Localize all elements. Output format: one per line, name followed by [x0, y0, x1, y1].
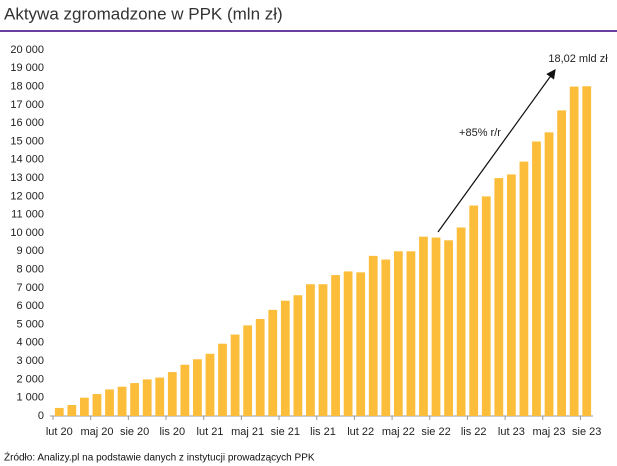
- y-tick-label: 15 000: [10, 135, 44, 147]
- bar: [54, 407, 64, 416]
- y-tick-label: 7 000: [16, 282, 44, 294]
- y-tick-label: 14 000: [10, 154, 44, 166]
- bar: [268, 309, 278, 416]
- x-tick-label: lut 21: [197, 426, 224, 438]
- bar: [80, 397, 89, 416]
- bar: [193, 359, 202, 416]
- x-tick-label: lut 23: [498, 426, 525, 438]
- bar: [331, 275, 340, 416]
- y-tick-label: 13 000: [10, 172, 44, 184]
- y-tick-label: 11 000: [11, 209, 44, 221]
- y-tick-label: 19 000: [10, 62, 44, 74]
- bar: [456, 227, 466, 416]
- bar: [243, 325, 253, 416]
- bar: [67, 405, 77, 416]
- x-tick-label: lut 22: [347, 426, 374, 438]
- y-tick-label: 18 000: [10, 81, 44, 93]
- growth-annotation: +85% r/r: [459, 127, 501, 139]
- y-tick-label: 10 000: [10, 227, 44, 239]
- bar: [230, 334, 240, 416]
- y-tick-label: 20 000: [10, 44, 44, 56]
- x-tick-label: lis 22: [461, 426, 487, 438]
- trend-arrow: [437, 69, 556, 233]
- bar: [155, 377, 165, 416]
- bar: [532, 141, 541, 416]
- x-tick-label: sie 23: [572, 426, 601, 438]
- bar: [569, 86, 579, 416]
- x-tick-label: maj 23: [533, 426, 566, 438]
- bar: [469, 205, 479, 416]
- x-tick-label: maj 22: [382, 426, 415, 438]
- y-tick-label: 17 000: [10, 99, 44, 111]
- y-tick-label: 2 000: [16, 373, 44, 385]
- y-tick-label: 3 000: [16, 355, 44, 367]
- bar: [444, 240, 453, 416]
- bar: [406, 251, 416, 416]
- chart-title: Aktywa zgromadzone w PPK (mln zł): [4, 4, 283, 23]
- bar: [343, 271, 353, 416]
- y-tick-label: 16 000: [10, 117, 44, 129]
- x-tick-label: maj 21: [231, 426, 264, 438]
- x-tick-label: maj 20: [80, 426, 113, 438]
- y-tick-label: 6 000: [16, 300, 44, 312]
- x-tick-label: lut 20: [46, 426, 73, 438]
- bar: [318, 284, 328, 416]
- bar: [519, 161, 529, 416]
- y-tick-label: 1 000: [16, 392, 44, 404]
- bar: [431, 237, 441, 416]
- bar: [130, 383, 140, 416]
- y-tick-label: 0: [38, 410, 44, 422]
- bar: [481, 196, 491, 416]
- bar: [368, 255, 378, 416]
- bar: [582, 86, 592, 416]
- bar: [105, 389, 114, 416]
- x-tick-label: sie 22: [421, 426, 450, 438]
- x-tick-label: sie 21: [271, 426, 300, 438]
- bar: [205, 353, 215, 416]
- last-value-annotation: 18,02 mld zł: [548, 53, 608, 65]
- bar: [381, 259, 391, 416]
- x-tick-label: sie 20: [120, 426, 149, 438]
- y-tick-label: 5 000: [16, 318, 44, 330]
- bar: [356, 272, 366, 416]
- x-tick-label: lis 21: [310, 426, 336, 438]
- bar: [506, 174, 516, 416]
- bar: [306, 284, 315, 416]
- bar: [293, 295, 303, 416]
- bar: [557, 110, 566, 416]
- y-tick-label: 9 000: [16, 245, 44, 257]
- x-tick-label: lis 20: [159, 426, 185, 438]
- bar: [544, 132, 554, 416]
- bar: [419, 236, 428, 416]
- source-note: Źródło: Analizy.pl na podstawie danych z…: [4, 451, 315, 464]
- bar: [117, 386, 127, 416]
- bar: [142, 379, 152, 416]
- y-tick-label: 8 000: [16, 264, 44, 276]
- bar: [494, 178, 504, 416]
- y-tick-label: 4 000: [16, 337, 44, 349]
- y-tick-label: 12 000: [10, 190, 44, 202]
- bar: [255, 319, 265, 416]
- bar: [280, 300, 290, 416]
- bar: [92, 394, 102, 416]
- bar: [393, 251, 403, 416]
- bar: [167, 372, 177, 416]
- bar: [180, 364, 190, 416]
- bar: [218, 343, 227, 416]
